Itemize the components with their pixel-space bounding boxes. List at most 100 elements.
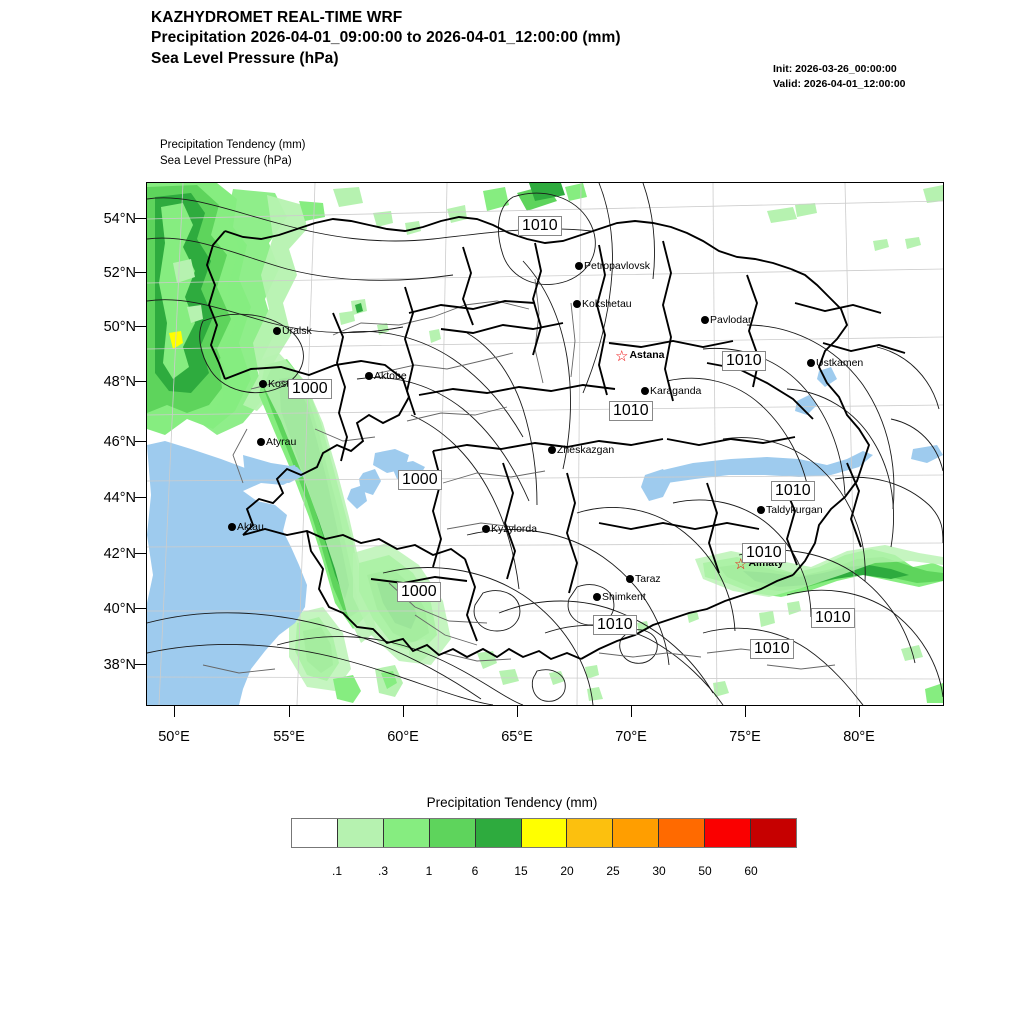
colorbar-swatch xyxy=(521,819,568,847)
colorbar-ticks: .1 .3 1 6 15 20 25 30 50 60 xyxy=(291,864,797,882)
lat-tick-mark xyxy=(135,608,146,609)
city-label: Petropavlovsk xyxy=(584,260,650,272)
isobar-label: 1010 xyxy=(771,481,815,502)
colorbar-title: Precipitation Tendency (mm) xyxy=(426,795,598,810)
lon-tick-label: 55°E xyxy=(273,729,305,745)
lat-tick-label: 40°N xyxy=(103,601,136,617)
city-marker: Zheskazgan xyxy=(548,445,614,456)
city-dot xyxy=(365,372,373,380)
colorbar-tick-label: 60 xyxy=(744,864,758,878)
colorbar-swatch xyxy=(337,819,384,847)
colorbar-swatch xyxy=(475,819,522,847)
city-marker: Aktobe xyxy=(365,371,407,382)
lat-tick-label: 48°N xyxy=(103,374,136,390)
isobar-label: 1000 xyxy=(398,470,442,491)
city-dot xyxy=(482,525,490,533)
valid-time: Valid: 2026-04-01_12:00:00 xyxy=(773,77,906,90)
isobar-label: 1010 xyxy=(811,608,855,629)
lat-tick-mark xyxy=(135,381,146,382)
page-title: KAZHYDROMET REAL-TIME WRF xyxy=(151,9,403,26)
city-label: Ustkamen xyxy=(816,357,864,369)
city-label: Aktau xyxy=(237,521,264,533)
lat-tick-mark xyxy=(135,441,146,442)
lon-tick-mark xyxy=(174,706,175,717)
city-label: Atyrau xyxy=(266,436,297,448)
colorbar-tick-label: 1 xyxy=(425,864,433,878)
colorbar-tick-label: .3 xyxy=(377,864,388,878)
city-label: Karaganda xyxy=(650,385,702,397)
city-marker: Petropavlovsk xyxy=(575,261,650,272)
colorbar-tick-label: 6 xyxy=(471,864,479,878)
colorbar-swatch xyxy=(567,819,614,847)
city-dot xyxy=(573,300,581,308)
city-label: Aktobe xyxy=(374,370,407,382)
caption-precip-tendency: Precipitation Tendency (mm) xyxy=(160,139,306,151)
city-dot xyxy=(641,387,649,395)
lon-tick-mark xyxy=(631,706,632,717)
city-marker: Shimkent xyxy=(593,592,646,603)
city-dot xyxy=(575,262,583,270)
colorbar-tick-label: 50 xyxy=(698,864,712,878)
city-dot xyxy=(626,575,634,583)
colorbar-tick-label: .1 xyxy=(331,864,342,878)
city-marker: Uralsk xyxy=(273,326,312,337)
city-marker: Pavlodar xyxy=(701,315,751,326)
colorbar-tick-label: 30 xyxy=(652,864,666,878)
colorbar[interactable] xyxy=(291,818,797,848)
lat-tick-label: 42°N xyxy=(103,546,136,562)
isobar-label: 1000 xyxy=(288,379,332,400)
pressure-subtitle: Sea Level Pressure (hPa) xyxy=(151,49,339,67)
isobar-label: 1010 xyxy=(742,543,786,564)
lat-tick-label: 38°N xyxy=(103,657,136,673)
colorbar-swatch xyxy=(613,819,660,847)
map-canvas xyxy=(147,183,943,705)
lat-tick-label: 54°N xyxy=(103,211,136,227)
lat-tick-mark xyxy=(135,272,146,273)
init-time: Init: 2026-03-26_00:00:00 xyxy=(773,63,897,75)
isobar-label: 1010 xyxy=(722,351,766,372)
city-label: Astana xyxy=(629,349,665,361)
colorbar-swatch xyxy=(383,819,430,847)
lat-tick-mark xyxy=(135,218,146,219)
lat-tick-label: 46°N xyxy=(103,434,136,450)
map-field-caption: Precipitation Tendency (mm) Sea Level Pr… xyxy=(160,137,306,170)
lat-tick-mark xyxy=(135,497,146,498)
lat-tick-label: 52°N xyxy=(103,265,136,281)
city-label: Uralsk xyxy=(282,325,312,337)
city-dot xyxy=(257,438,265,446)
lat-tick-mark xyxy=(135,664,146,665)
city-dot xyxy=(259,380,267,388)
city-dot xyxy=(701,316,709,324)
city-dot xyxy=(807,359,815,367)
city-label: Kyzylorda xyxy=(491,523,538,535)
city-marker: Kyzylorda xyxy=(482,524,537,535)
init-valid-block: Init: 2026-03-26_00:00:00 Valid: 2026-04… xyxy=(773,62,906,92)
weather-map[interactable]: Kostanay Petropavlovsk Kokshetau Pavloda… xyxy=(146,182,944,706)
lat-tick-label: 50°N xyxy=(103,319,136,335)
city-label: Kokshetau xyxy=(582,298,632,310)
city-label: Taraz xyxy=(635,573,661,585)
lon-tick-label: 50°E xyxy=(158,729,190,745)
precipitation-subtitle: Precipitation 2026-04-01_09:00:00 to 202… xyxy=(151,29,621,47)
isobar-label: 1010 xyxy=(593,615,637,636)
lat-tick-label: 44°N xyxy=(103,490,136,506)
city-marker: Karaganda xyxy=(641,386,701,397)
city-label: Taldykurgan xyxy=(766,504,823,516)
lon-tick-mark xyxy=(859,706,860,717)
city-dot xyxy=(228,523,236,531)
isobar-label: 1010 xyxy=(609,401,653,422)
city-label: Zheskazgan xyxy=(557,444,615,456)
lon-tick-mark xyxy=(745,706,746,717)
isobar-label: 1000 xyxy=(397,582,441,603)
header-title-block: KAZHYDROMET REAL-TIME WRF Precipitation … xyxy=(151,8,621,69)
city-label: Pavlodar xyxy=(710,314,752,326)
lon-tick-label: 70°E xyxy=(615,729,647,745)
city-dot xyxy=(273,327,281,335)
city-dot xyxy=(548,446,556,454)
lon-tick-mark xyxy=(403,706,404,717)
colorbar-swatch xyxy=(429,819,476,847)
isobar-contours xyxy=(147,183,943,705)
graticule xyxy=(147,183,943,705)
isobar-label: 1010 xyxy=(518,216,562,237)
city-marker: Atyrau xyxy=(257,437,296,448)
